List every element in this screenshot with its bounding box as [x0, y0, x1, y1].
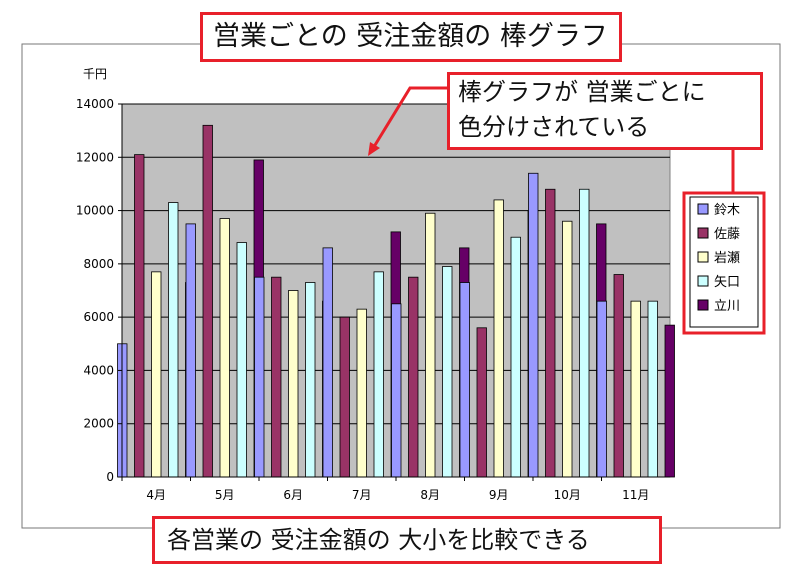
legend-swatch: [697, 299, 709, 311]
bar: [579, 188, 590, 478]
bar: [236, 242, 247, 478]
comparison-text: 各営業の 受注金額の 大小を比較できる: [167, 526, 590, 554]
legend-label: 立川: [714, 299, 740, 314]
y-tick-label: 10000: [76, 204, 114, 218]
bar: [442, 266, 453, 478]
note-connector-arrow: [370, 86, 447, 151]
legend-label: 鈴木: [714, 203, 740, 218]
bar: [510, 236, 521, 478]
bar: [562, 220, 573, 478]
legend-swatch: [697, 251, 709, 263]
bar: [528, 172, 539, 478]
bar: [168, 202, 179, 478]
bar: [545, 188, 556, 478]
bar: [356, 308, 367, 478]
legend-swatch: [697, 203, 709, 215]
bar: [305, 282, 316, 478]
bar: [271, 276, 282, 478]
chart-title-text: 営業ごとの 受注金額の 棒グラフ: [213, 21, 608, 52]
bar: [476, 327, 487, 478]
x-tick-label: 8月: [420, 488, 440, 502]
y-tick-label: 8000: [83, 257, 114, 271]
legend-label: 岩瀬: [714, 251, 740, 266]
bar: [647, 300, 658, 478]
bar: [151, 271, 162, 478]
legend-highlight: [682, 191, 766, 335]
bar: [322, 247, 333, 478]
bar: [373, 271, 384, 478]
arrow-head: [368, 142, 380, 156]
legend-swatch: [697, 227, 709, 239]
y-axis-ticks: 0 2000 4000 6000 8000 10000 12000 14000: [76, 97, 670, 484]
y-tick-label: 12000: [76, 150, 114, 164]
y-tick-label: 4000: [83, 363, 114, 377]
bar: [339, 316, 350, 478]
bar: [664, 324, 675, 478]
bar: [219, 218, 230, 478]
bar: [134, 154, 145, 478]
y-tick-label: 6000: [83, 310, 114, 324]
bar: [596, 300, 607, 478]
bar: [202, 124, 213, 478]
title-callout: 営業ごとの 受注金額の 棒グラフ: [200, 12, 622, 62]
note-line-2: 色分けされている: [458, 113, 650, 141]
bar: [391, 303, 402, 478]
y-tick-label: 2000: [83, 417, 114, 431]
x-axis-ticks: 4月 5月 6月 7月 8月 9月 10月 11月: [121, 477, 649, 502]
x-tick-label: 10月: [554, 488, 581, 502]
bar: [425, 212, 436, 478]
x-tick-label: 7月: [352, 488, 372, 502]
legend-label: 佐藤: [714, 227, 740, 242]
comparison-callout: 各営業の 受注金額の 大小を比較できる: [152, 516, 662, 564]
bar: [459, 282, 470, 478]
x-tick-label: 5月: [215, 488, 235, 502]
y-tick-label: 14000: [76, 97, 114, 111]
bars: [117, 124, 675, 478]
x-tick-label: 4月: [146, 488, 166, 502]
bar: [288, 290, 299, 478]
y-tick-label: 0: [106, 470, 114, 484]
bar: [630, 300, 641, 478]
bar: [613, 274, 624, 478]
legend-label: 矢口: [714, 275, 740, 290]
x-tick-label: 9月: [489, 488, 509, 502]
bar: [493, 199, 504, 478]
note-line-1: 棒グラフが 営業ごとに: [458, 78, 706, 106]
bar: [254, 276, 265, 478]
y-axis-label: 千円: [83, 67, 107, 81]
x-tick-label: 11月: [622, 488, 649, 502]
color-note-callout: 棒グラフが 営業ごとに 色分けされている: [447, 72, 763, 150]
x-tick-label: 6月: [283, 488, 303, 502]
legend-swatch: [697, 275, 709, 287]
bar: [185, 223, 196, 478]
bar: [408, 276, 419, 478]
